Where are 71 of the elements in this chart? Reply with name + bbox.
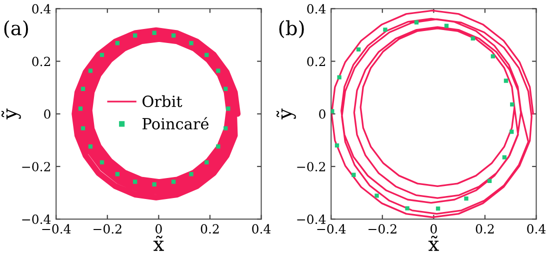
point	[226, 106, 230, 111]
text: (a)	[4, 20, 28, 38]
y-tick-label: 0.2	[32, 56, 50, 66]
point	[115, 41, 120, 46]
point	[504, 78, 508, 83]
point	[152, 30, 156, 35]
point	[337, 75, 342, 80]
x-tick-label: 0.4	[527, 224, 546, 234]
x-tick-label: −0.4	[317, 224, 346, 234]
x-tick-label: −0.4	[42, 224, 71, 234]
x-tick-label: −0.2	[94, 224, 122, 234]
point	[88, 144, 93, 149]
point	[405, 206, 410, 210]
point	[436, 206, 440, 211]
point	[470, 36, 475, 40]
y-tick-label: 0.4	[32, 4, 51, 14]
point	[510, 102, 514, 106]
y-tick-label: 0.2	[307, 56, 326, 66]
point	[189, 41, 194, 46]
point	[152, 182, 156, 186]
x-tick-label: 0.2	[200, 224, 219, 234]
point	[352, 172, 356, 177]
point	[216, 68, 220, 73]
point	[115, 172, 120, 176]
legend-label: Orbit	[142, 95, 182, 108]
x-tick-label: 0	[156, 224, 162, 234]
point	[487, 178, 492, 184]
point	[100, 160, 104, 164]
point	[80, 86, 86, 91]
point	[171, 180, 176, 184]
x-axis-title: x̃	[428, 236, 439, 251]
y-tick-label: 0	[44, 109, 50, 119]
point	[204, 52, 209, 58]
point	[224, 86, 228, 91]
y-tick-label: −0.2	[22, 162, 50, 172]
point	[80, 126, 86, 130]
x-tick-label: −0.2	[368, 224, 396, 234]
point	[444, 24, 449, 28]
point	[502, 155, 507, 160]
point	[78, 106, 83, 111]
line-series	[331, 10, 534, 218]
y-tick-label: 0	[319, 109, 326, 119]
point	[133, 180, 138, 184]
y-tick-label: −0.2	[297, 162, 326, 172]
point	[224, 126, 228, 130]
point	[171, 33, 176, 38]
point	[133, 33, 138, 38]
point	[414, 20, 419, 24]
point	[383, 28, 388, 32]
point	[490, 54, 495, 58]
x-tick-label: 0.4	[252, 224, 271, 234]
point	[88, 68, 93, 73]
point	[204, 160, 209, 164]
point	[100, 52, 104, 58]
text: (b)	[279, 20, 304, 38]
x-tick-label: 0	[430, 224, 437, 234]
legend-label: Poincaré	[142, 117, 209, 130]
point	[510, 130, 514, 134]
point	[334, 143, 340, 148]
y-tick-label: 0.4	[307, 4, 326, 14]
y-axis-title: ỹ	[276, 108, 296, 120]
x-tick-label: 0.2	[476, 224, 494, 234]
point	[374, 194, 379, 198]
y-tick-label: −0.4	[297, 214, 326, 224]
point	[356, 47, 361, 52]
y-axis-title: ỹ	[1, 108, 21, 120]
point	[189, 172, 194, 176]
x-axis-title: x̃	[153, 236, 164, 251]
point	[464, 196, 468, 201]
y-tick-label: −0.4	[22, 214, 51, 224]
point	[216, 144, 220, 149]
